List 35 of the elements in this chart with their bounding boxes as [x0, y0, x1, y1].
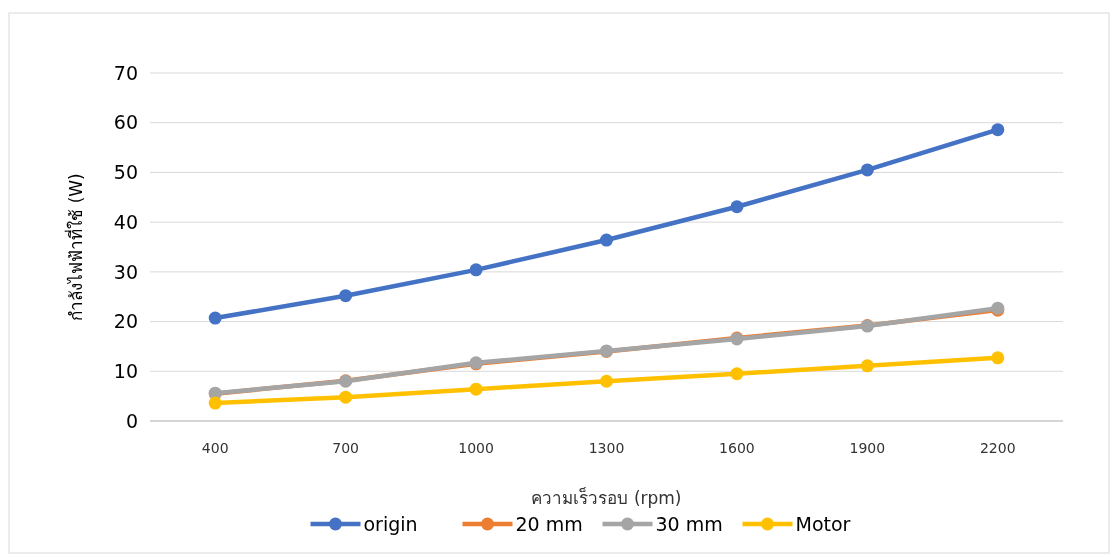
y-tick-label: 40 [113, 210, 138, 233]
y-tick-label: 60 [113, 111, 138, 134]
x-tick-label: 700 [332, 440, 360, 456]
legend-label: 20 mm [515, 512, 583, 535]
y-tick-label: 20 [113, 310, 138, 333]
x-tick-label: 1600 [719, 440, 755, 456]
legend-label: Motor [795, 512, 851, 535]
x-tick-label: 400 [201, 440, 229, 456]
point [469, 382, 483, 396]
point [600, 233, 613, 247]
point [860, 163, 874, 177]
y-tick-label: 70 [113, 61, 138, 84]
y-tick-label: 10 [113, 359, 138, 382]
point [730, 200, 744, 214]
point [469, 263, 483, 277]
x-tick-label: 1900 [849, 440, 886, 456]
point [208, 396, 222, 410]
y-axis-title: กำลังไฟฟ้าที่ใช้ (W) [64, 173, 86, 321]
point [600, 374, 613, 388]
point [860, 359, 874, 373]
y-tick-label: 0 [125, 409, 138, 432]
legend-label: 30 mm [655, 512, 723, 535]
point [339, 289, 353, 303]
point [991, 123, 1005, 137]
point [991, 351, 1005, 365]
x-axis-title: ความเร็วรอบ (rpm) [531, 487, 682, 508]
y-tick-label: 50 [113, 161, 138, 184]
x-tick-label: 1300 [588, 440, 625, 456]
point [339, 390, 353, 404]
x-tick-label: 2200 [979, 440, 1016, 456]
x-tick-label: 1000 [458, 440, 494, 456]
point [730, 367, 744, 381]
legend-label: origin [363, 512, 418, 535]
y-tick-label: 30 [113, 260, 138, 283]
point [208, 311, 222, 325]
